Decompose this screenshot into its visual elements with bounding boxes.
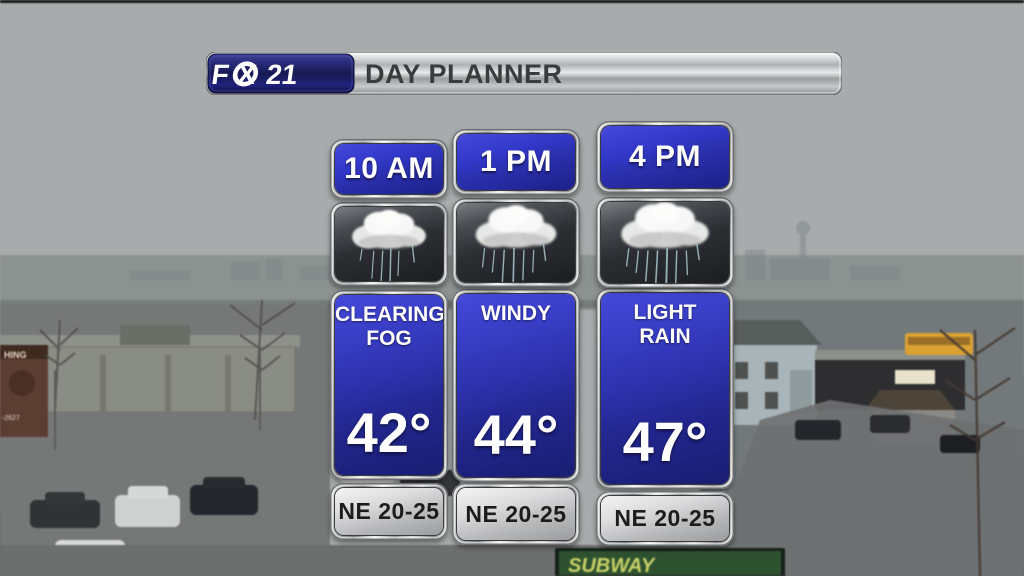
svg-text:-2627: -2627 — [2, 415, 20, 422]
svg-text:X: X — [235, 59, 258, 89]
svg-text:21: 21 — [264, 59, 299, 89]
svg-text:SUBWAY: SUBWAY — [568, 555, 656, 576]
svg-text:F: F — [210, 59, 231, 89]
svg-text:HING: HING — [4, 350, 27, 360]
